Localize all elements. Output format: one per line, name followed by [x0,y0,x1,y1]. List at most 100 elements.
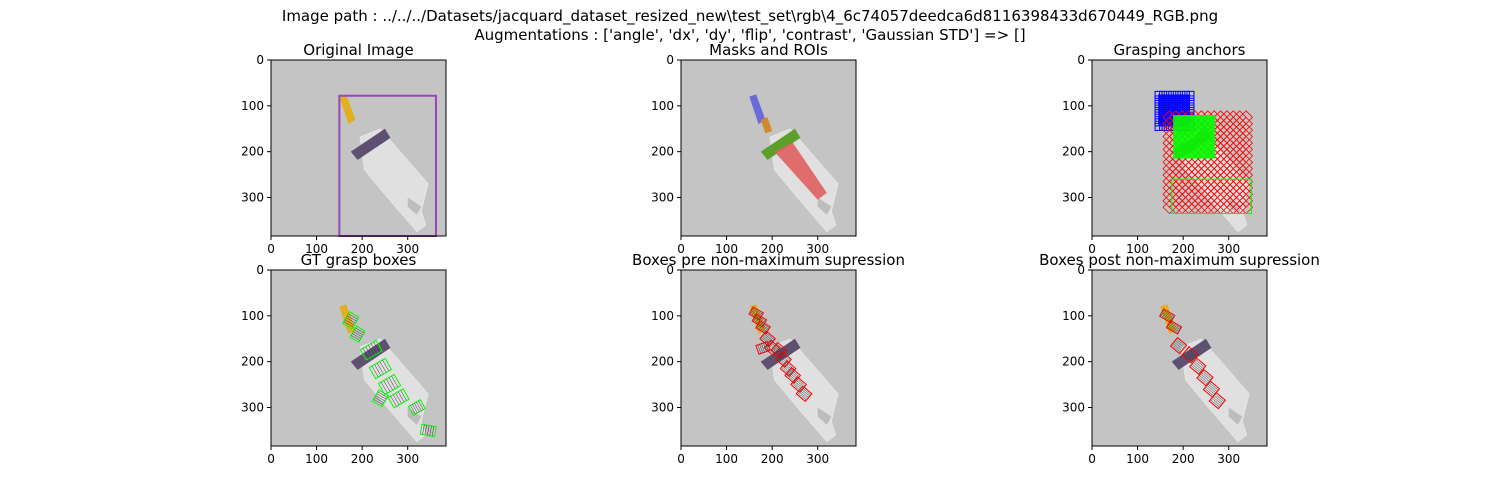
grasp-hatch [756,326,767,333]
grasp-hatch [382,359,390,372]
y-tick-label: 300 [651,401,674,415]
grasp-hatch [1193,362,1203,371]
grasp-hatch [374,397,385,404]
grasp-hatch [767,343,777,352]
axes-frame [1091,59,1268,237]
grasp-hatch [799,389,809,398]
grasp-hatch [790,368,800,377]
knife-tip [339,304,356,335]
image-content [748,304,839,443]
y-tick-label: 300 [1062,401,1085,415]
x-tick-label: 0 [1088,242,1096,256]
grasp-hatch [759,344,763,353]
panel-title: Masks and ROIs [709,41,828,59]
grasp-hatch [759,321,770,329]
gt-grasp-box [349,325,366,343]
grasp-hatch [1162,310,1175,317]
grasp-hatch [755,314,767,322]
grasp-hatch [757,324,769,331]
image-content [338,94,437,237]
image-content [1154,90,1254,233]
grasp-hatch [373,399,384,406]
axes-frame [680,269,857,447]
grasp-hatch [768,342,778,351]
grasp-hatch [763,333,774,342]
grasp-hatch [345,317,356,324]
grasp-hatch [1162,311,1174,319]
grasp-hatch [344,319,355,326]
grasp-hatch [375,395,386,402]
grasp-hatch [1167,326,1179,334]
axes-frame [270,59,447,237]
y-tick-label: 200 [241,145,264,159]
grasp-hatch [347,315,357,322]
grasp-hatch [1186,349,1196,358]
x-tick-label: 100 [305,452,328,466]
grasp-hatch [783,364,793,373]
grasp-hatch [362,347,370,359]
grasp-hatch [395,393,402,404]
grasp-hatch [416,401,422,411]
grasp-hatch [380,381,388,394]
gt-grasp-box [407,399,426,416]
grasp-hatch [752,307,763,315]
x-tick-label: 100 [1126,242,1149,256]
grasp-hatch [1210,399,1220,408]
grasp-hatch [377,391,388,398]
grasp-hatch [365,346,372,358]
panel-masks-and-rois: Masks and ROIs 0 100 200 300 0 100 200 300 [651,41,857,256]
y-tick-label: 0 [666,263,674,277]
y-tick-label: 300 [241,191,264,205]
grasp-hatch [1213,395,1224,404]
grasp-hatch [775,344,785,353]
x-tick-label: 0 [267,242,275,256]
grasp-hatch [1207,383,1218,392]
grasp-hatch [388,377,396,389]
y-tick-label: 100 [1062,99,1085,113]
image-content [1158,304,1250,443]
grasp-hatch [397,391,405,403]
grasp-hatch [1173,341,1184,350]
post-nms-box [1169,336,1188,355]
grasp-hatch [765,332,775,341]
grasp-hatch [754,316,766,323]
grasp-hatch [1194,360,1204,369]
grasp-hatch [400,390,407,401]
grasp-hatch [429,425,432,436]
grasp-hatch [350,335,360,341]
grasp-hatch [354,329,364,336]
grasp-hatch [1172,343,1183,352]
y-tick-label: 200 [241,355,264,369]
grasp-hatch [1190,365,1201,374]
grasp-hatch [1171,344,1181,353]
axes-frame [680,59,857,237]
anchor-green-fill [1173,115,1216,159]
grasp-hatch [751,309,763,316]
grasp-hatch [758,322,769,330]
x-tick-label: 300 [806,452,829,466]
grasp-hatch [374,364,382,376]
grasp-hatch [386,378,393,391]
grasp-hatch [414,403,420,412]
grasp-hatch [1187,347,1198,357]
grasp-hatch [379,361,387,373]
x-tick-label: 300 [806,242,829,256]
grasp-hatch [392,394,400,406]
grasp-hatch [1184,352,1194,361]
grasp-hatch [1160,313,1173,321]
grasp-hatch [390,395,397,407]
grasp-hatch [1197,376,1208,385]
y-tick-label: 200 [1062,145,1085,159]
knife-tip [339,94,356,125]
grasp-hatch [376,362,384,375]
gt-grasp-box [368,357,393,380]
x-tick-label: 100 [1126,452,1149,466]
y-tick-label: 100 [651,309,674,323]
grasp-hatch [370,343,378,354]
grasp-hatch [431,426,435,437]
y-tick-label: 100 [651,99,674,113]
knife-tip [749,94,766,125]
panel-title: Boxes post non-maximum supression [1039,251,1320,269]
y-tick-label: 0 [1077,263,1085,277]
